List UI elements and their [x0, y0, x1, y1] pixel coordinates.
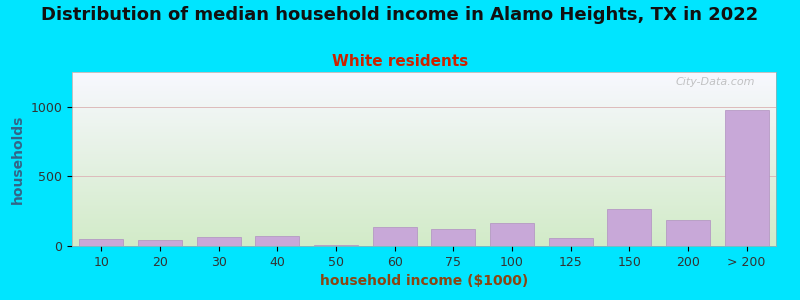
Bar: [490, 223, 534, 246]
Bar: [255, 236, 299, 246]
Bar: [138, 240, 182, 246]
Bar: [549, 238, 593, 246]
Y-axis label: households: households: [11, 114, 25, 204]
Bar: [197, 237, 241, 246]
Bar: [431, 229, 475, 246]
Bar: [725, 110, 769, 246]
X-axis label: household income ($1000): household income ($1000): [320, 274, 528, 288]
Bar: [314, 244, 358, 246]
Text: White residents: White residents: [332, 54, 468, 69]
Bar: [79, 239, 123, 246]
Bar: [607, 209, 651, 246]
Text: Distribution of median household income in Alamo Heights, TX in 2022: Distribution of median household income …: [42, 6, 758, 24]
Text: City-Data.com: City-Data.com: [675, 77, 755, 87]
Bar: [373, 227, 417, 246]
Bar: [666, 220, 710, 246]
